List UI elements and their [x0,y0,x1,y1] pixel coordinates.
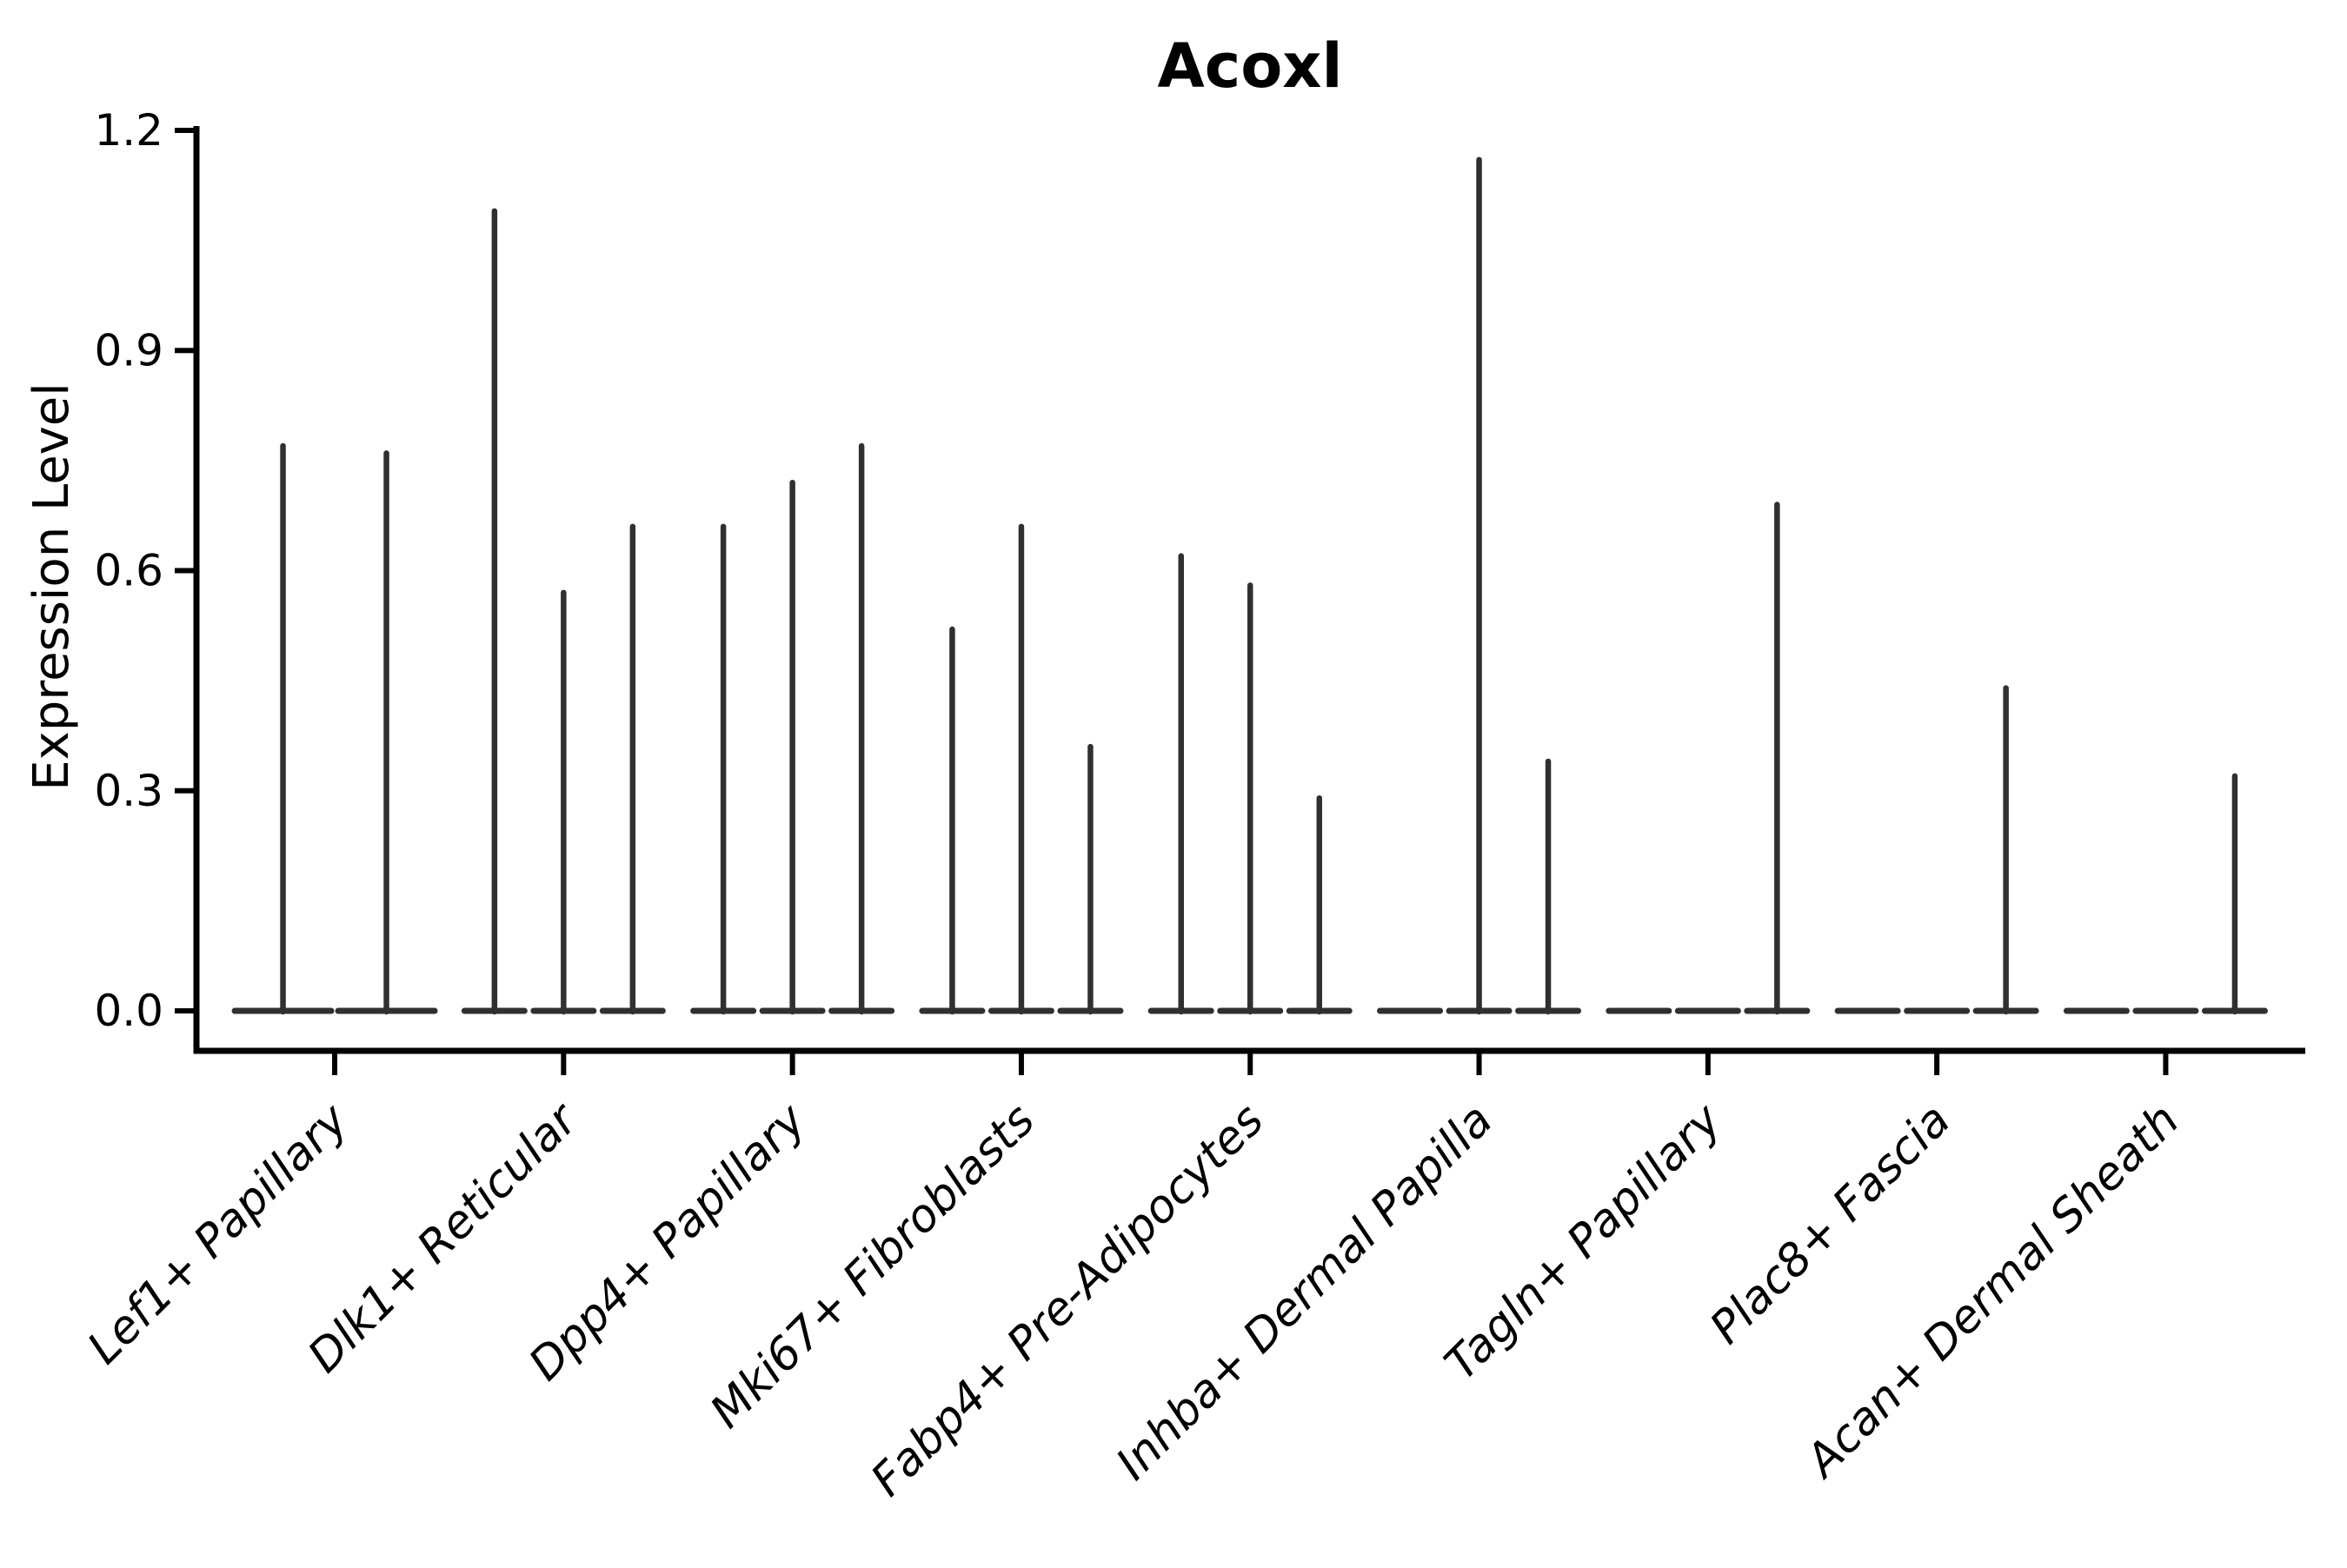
violin-body [2063,1007,2130,1014]
y-tick-label: 0.6 [94,546,163,596]
y-tick-label: 0.0 [94,986,163,1036]
x-tick-label: Fabp4+ Pre-Adipocytes [861,1094,1274,1507]
x-tick-label: Plac8+ Fascia [1700,1094,1960,1354]
chart-title: Acoxl [1158,30,1343,102]
violins-layer [231,156,2268,1015]
y-tick-label: 0.9 [94,325,163,375]
y-axis-label: Expression Level [23,382,80,791]
violin-body [1377,1007,1444,1014]
y-tick-label: 1.2 [94,105,163,156]
x-tick-label: Acan+ Dermal Sheath [1795,1094,2190,1489]
x-tick-label: Inhba+ Dermal Papilla [1107,1094,1503,1491]
y-tick-label: 0.3 [94,766,163,816]
violin-body [1834,1007,1901,1014]
violin-body [1904,1007,1971,1014]
violin-body [2132,1007,2199,1014]
violin-body [1606,1007,1672,1014]
violin-body [1674,1007,1741,1014]
